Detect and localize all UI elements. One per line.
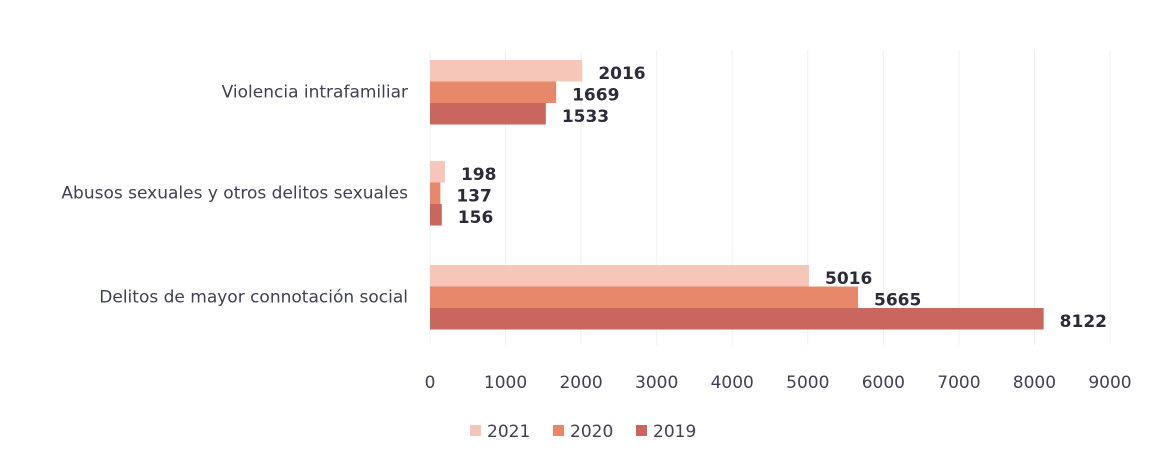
x-tick-label: 8000 [1013, 373, 1056, 393]
category-label: Violencia intrafamiliar [222, 82, 408, 102]
x-tick-label: 2000 [559, 373, 602, 393]
bar [430, 103, 546, 125]
bar [430, 182, 441, 204]
legend-label: 2020 [570, 422, 613, 442]
value-label: 1669 [572, 85, 619, 105]
value-label: 5016 [825, 269, 872, 289]
bar [430, 204, 442, 226]
value-label: 2016 [598, 64, 645, 84]
value-label: 1533 [562, 107, 609, 127]
value-label: 137 [456, 186, 492, 206]
legend-swatch [636, 425, 647, 436]
legend-label: 2019 [653, 422, 696, 442]
bar [430, 81, 557, 103]
legend-swatch [470, 425, 481, 436]
category-label: Abusos sexuales y otros delitos sexuales [61, 183, 408, 203]
bar [430, 161, 445, 183]
bar [430, 286, 859, 308]
value-label: 8122 [1060, 312, 1107, 332]
x-tick-label: 0 [425, 373, 436, 393]
x-tick-label: 7000 [937, 373, 980, 393]
x-tick-label: 9000 [1088, 373, 1131, 393]
legend-label: 2021 [487, 422, 530, 442]
x-tick-label: 6000 [862, 373, 905, 393]
category-label: Delitos de mayor connotación social [99, 287, 408, 307]
x-tick-label: 5000 [786, 373, 829, 393]
x-tick-label: 3000 [635, 373, 678, 393]
x-tick-label: 1000 [484, 373, 527, 393]
bar [430, 60, 583, 82]
value-label: 156 [458, 208, 494, 228]
value-label: 5665 [874, 290, 921, 310]
legend-swatch [553, 425, 564, 436]
bar [430, 308, 1044, 330]
x-tick-label: 4000 [711, 373, 754, 393]
value-label: 198 [461, 165, 497, 185]
bar [430, 265, 809, 287]
